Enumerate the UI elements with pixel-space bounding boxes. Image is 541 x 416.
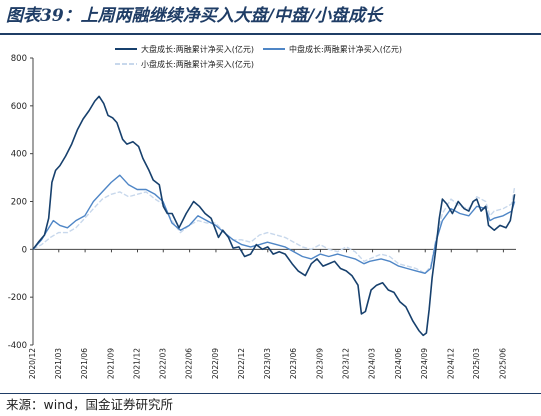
x-tick-label: 2020/12 xyxy=(28,348,37,379)
chart-legend: 大盘成长:两融累计净买入(亿元) 中盘成长:两融累计净买入(亿元) 小盘成长:两融累… xyxy=(115,44,402,69)
series-line-2 xyxy=(32,174,516,274)
y-tick-label: 600 xyxy=(11,102,27,112)
x-tick-label: 2021/09 xyxy=(106,348,115,379)
y-tick-label: -200 xyxy=(8,293,27,303)
y-tick-label: 0 xyxy=(22,245,27,255)
x-tick-label: 2022/03 xyxy=(158,348,167,379)
x-tick-label: 2023/06 xyxy=(289,348,298,379)
series-line-3 xyxy=(32,186,516,274)
legend-label-1: 大盘成长:两融累计净买入(亿元) xyxy=(141,44,254,54)
figure-title: 图表39：上周两融继续净买入大盘/中盘/小盘成长 xyxy=(6,6,383,26)
x-tick-label: 2023/03 xyxy=(263,348,272,379)
x-tick-label: 2022/09 xyxy=(211,348,220,379)
y-tick-label: -400 xyxy=(8,341,27,351)
x-tick-label: 2024/09 xyxy=(420,348,429,379)
y-tick-label: 400 xyxy=(11,150,27,160)
x-tick-label: 2024/03 xyxy=(368,348,377,379)
x-tick-label: 2021/12 xyxy=(133,348,142,379)
x-tick-label: 2025/06 xyxy=(498,348,507,379)
x-tick-label: 2024/06 xyxy=(394,348,403,379)
y-tick-label: 200 xyxy=(11,198,27,208)
x-tick-label: 2021/06 xyxy=(80,348,89,379)
legend-label-2: 中盘成长:两融累计净买入(亿元) xyxy=(289,44,402,54)
x-tick-label: 2025/03 xyxy=(472,348,481,379)
chart-series xyxy=(32,95,516,337)
x-tick-label: 2022/12 xyxy=(237,348,246,379)
source-note: 来源：wind，国金证券研究所 xyxy=(6,397,174,412)
series-line-1 xyxy=(32,95,516,337)
x-tick-label: 2023/09 xyxy=(315,348,324,379)
x-tick-label: 2023/12 xyxy=(342,348,351,379)
line-chart: -400 -200 0 200 400 600 800 2020/12 2021/03 2021/… xyxy=(8,44,516,379)
legend-label-3: 小盘成长:两融累计净买入(亿元) xyxy=(141,59,254,69)
x-tick-label: 2024/12 xyxy=(446,348,455,379)
source-divider xyxy=(0,393,541,394)
title-divider xyxy=(0,33,541,35)
y-tick-label: 800 xyxy=(11,54,27,64)
x-tick-label: 2021/03 xyxy=(54,348,63,379)
x-tick-label: 2022/06 xyxy=(185,348,194,379)
